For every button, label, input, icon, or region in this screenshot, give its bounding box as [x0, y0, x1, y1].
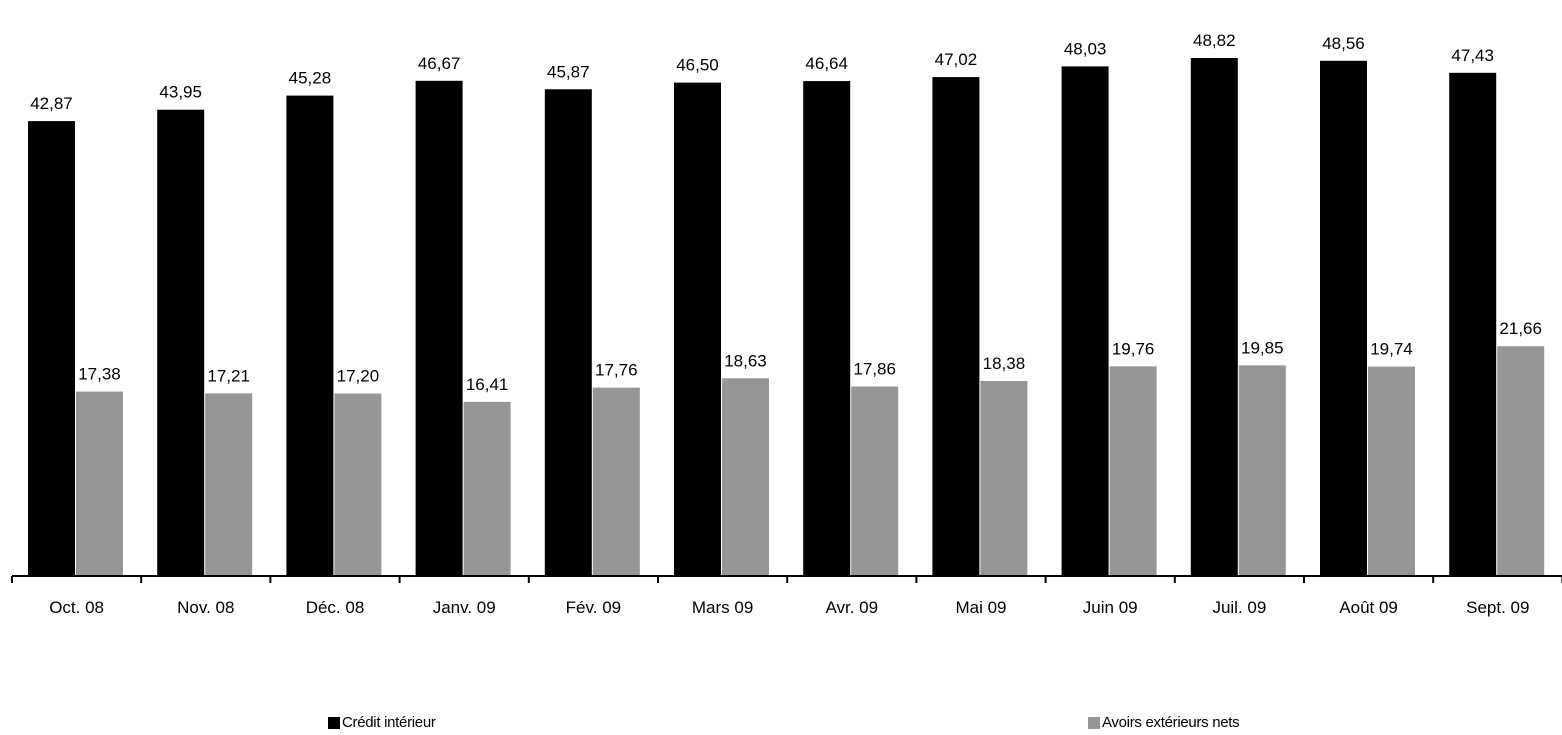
bar-avoirs-exterieurs-nets-juin-09 — [1109, 366, 1157, 576]
legend-swatch-credit-interieur — [328, 716, 340, 729]
x-tick-label-nov-08: Nov. 08 — [177, 598, 234, 617]
data-label-avoirs-exterieurs-nets-juin-09: 19,76 — [1112, 339, 1155, 358]
data-label-avoirs-exterieurs-nets-dec-08: 17,20 — [337, 367, 380, 386]
x-tick-label-mai-09: Mai 09 — [955, 598, 1006, 617]
x-tick-label-mars-09: Mars 09 — [692, 598, 753, 617]
data-label-credit-interieur-dec-08: 45,28 — [289, 69, 332, 88]
bar-credit-interieur-janv-09 — [415, 80, 463, 577]
x-tick-label-aout-09: Août 09 — [1339, 598, 1398, 617]
data-label-credit-interieur-mars-09: 46,50 — [676, 56, 719, 75]
data-label-avoirs-exterieurs-nets-nov-08: 17,21 — [207, 366, 250, 385]
legend-label-credit-interieur: Crédit intérieur — [342, 714, 436, 731]
data-label-credit-interieur-oct-08: 42,87 — [30, 94, 73, 113]
bar-avoirs-exterieurs-nets-mars-09 — [722, 378, 769, 576]
x-tick-label-dec-08: Déc. 08 — [306, 598, 365, 617]
bar-credit-interieur-avr-09 — [803, 81, 851, 576]
data-label-avoirs-exterieurs-nets-fev-09: 17,76 — [595, 361, 638, 380]
data-label-credit-interieur-juin-09: 48,03 — [1064, 39, 1107, 58]
x-tick-label-sept-09: Sept. 09 — [1466, 598, 1529, 617]
legend-label-avoirs-exterieurs-nets: Avoirs extérieurs nets — [1102, 714, 1240, 731]
data-label-credit-interieur-sept-09: 47,43 — [1451, 46, 1494, 65]
data-label-avoirs-exterieurs-nets-avr-09: 17,86 — [853, 360, 896, 379]
data-label-credit-interieur-juil-09: 48,82 — [1193, 31, 1236, 50]
bar-chart: 42,87 17,38 Oct. 08 43,95 17,21 Nov. 08 45,28 1… — [11, 31, 1562, 617]
bar-avoirs-exterieurs-nets-janv-09 — [463, 401, 511, 576]
bar-avoirs-exterieurs-nets-nov-08 — [205, 393, 253, 576]
data-label-credit-interieur-nov-08: 43,95 — [159, 83, 202, 102]
bar-avoirs-exterieurs-nets-juil-09 — [1238, 365, 1286, 576]
x-tick-label-janv-09: Janv. 09 — [433, 598, 496, 617]
data-label-avoirs-exterieurs-nets-oct-08: 17,38 — [78, 365, 121, 384]
data-label-avoirs-exterieurs-nets-janv-09: 16,41 — [466, 375, 509, 394]
data-label-credit-interieur-fev-09: 45,87 — [547, 62, 590, 81]
bar-credit-interieur-aout-09 — [1320, 60, 1367, 577]
bar-credit-interieur-nov-08 — [157, 109, 205, 576]
data-label-avoirs-exterieurs-nets-mars-09: 18,63 — [724, 351, 767, 370]
data-label-avoirs-exterieurs-nets-aout-09: 19,74 — [1370, 340, 1413, 359]
data-label-avoirs-exterieurs-nets-sept-09: 21,66 — [1499, 319, 1542, 338]
x-tick-label-fev-09: Fév. 09 — [566, 598, 621, 617]
x-tick-label-juil-09: Juil. 09 — [1212, 598, 1266, 617]
legend-swatch-avoirs-exterieurs-nets — [1088, 716, 1100, 729]
bar-credit-interieur-juil-09 — [1190, 58, 1238, 576]
data-label-credit-interieur-aout-09: 48,56 — [1322, 34, 1365, 53]
bar-avoirs-exterieurs-nets-fev-09 — [592, 387, 640, 576]
bar-avoirs-exterieurs-nets-aout-09 — [1368, 366, 1415, 576]
bar-credit-interieur-mai-09 — [932, 77, 980, 576]
bar-avoirs-exterieurs-nets-oct-08 — [76, 391, 123, 576]
x-tick-label-avr-09: Avr. 09 — [825, 598, 878, 617]
bar-avoirs-exterieurs-nets-mai-09 — [980, 381, 1028, 576]
legend-item-credit-interieur: Crédit intérieur — [328, 714, 436, 731]
data-label-avoirs-exterieurs-nets-mai-09: 18,38 — [983, 354, 1026, 373]
x-tick-label-juin-09: Juin 09 — [1083, 598, 1138, 617]
x-tick-label-oct-08: Oct. 08 — [49, 598, 104, 617]
bar-credit-interieur-fev-09 — [544, 89, 592, 577]
bar-credit-interieur-dec-08 — [286, 95, 334, 576]
data-label-avoirs-exterieurs-nets-juil-09: 19,85 — [1241, 338, 1284, 357]
bar-avoirs-exterieurs-nets-avr-09 — [851, 386, 899, 576]
data-label-credit-interieur-avr-09: 46,64 — [805, 54, 848, 73]
bar-avoirs-exterieurs-nets-sept-09 — [1497, 346, 1545, 576]
bar-credit-interieur-oct-08 — [28, 121, 75, 576]
bar-avoirs-exterieurs-nets-dec-08 — [334, 393, 382, 576]
bar-credit-interieur-juin-09 — [1061, 66, 1109, 577]
bar-credit-interieur-mars-09 — [674, 82, 721, 576]
data-label-credit-interieur-janv-09: 46,67 — [418, 54, 461, 73]
data-label-credit-interieur-mai-09: 47,02 — [935, 50, 978, 69]
legend-item-avoirs-exterieurs-nets: Avoirs extérieurs nets — [1088, 714, 1240, 731]
bar-credit-interieur-sept-09 — [1449, 72, 1497, 577]
